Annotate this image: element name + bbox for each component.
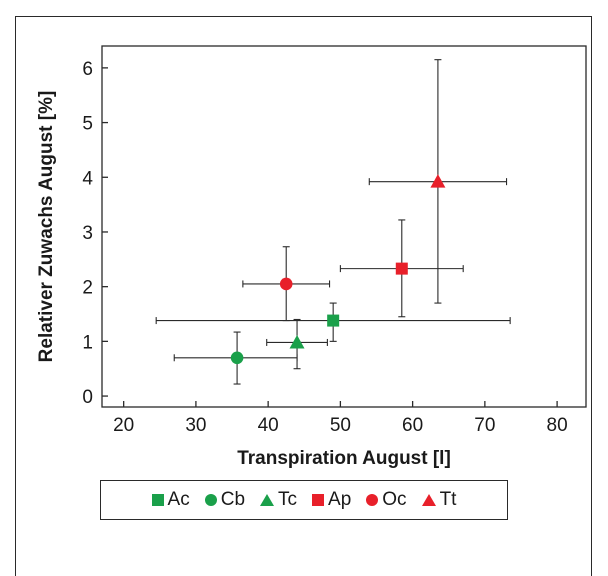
legend-square-marker [151,494,164,506]
legend-item-tc: Tc [260,489,297,511]
y-tick-label: 2 [82,278,93,299]
legend-square-marker [312,494,325,506]
y-tick-label: 3 [82,223,93,244]
x-tick-label: 40 [258,415,279,436]
y-tick-label: 0 [82,387,93,408]
data-point-cb [230,351,244,365]
x-tick-label: 20 [113,415,134,436]
y-tick-label: 1 [82,332,93,353]
legend-circle-marker [366,494,379,506]
legend-label: Tc [278,489,298,510]
x-tick-label: 70 [474,415,495,436]
y-tick-label: 6 [82,59,93,80]
legend-label: Cb [220,489,246,510]
x-tick-label: 80 [547,415,568,436]
x-tick-label: 50 [330,415,351,436]
data-point-tt [430,174,446,188]
legend-item-ap: Ap [312,489,351,511]
legend-label: Ac [167,489,190,510]
legend: Ac Cb Tc Ap Oc Tt [100,480,508,520]
y-axis-title: Relativer Zuwachs August [%] [36,91,57,363]
legend-item-tt: Tt [421,489,457,511]
y-tick-label: 4 [82,168,93,189]
x-axis-title: Transpiration August [l] [237,448,451,469]
data-point-ap [395,262,408,275]
plot-area [101,45,587,408]
data-point-ac [327,314,340,327]
legend-triangle-marker [260,494,275,506]
data-point-tc [289,334,305,349]
legend-triangle-marker [421,494,436,506]
legend-label: Ap [328,489,352,510]
x-tick-label: 60 [402,415,423,436]
y-tick-label: 5 [82,114,93,135]
legend-circle-marker [204,494,217,506]
legend-label: Tt [439,489,457,510]
legend-item-oc: Oc [366,489,407,511]
legend-item-ac: Ac [151,489,190,511]
figure-frame [15,16,592,576]
scatter-chart: 20 30 40 50 60 70 80 0 1 2 3 4 5 6 Transpiration Augus… [36,45,587,469]
x-tick-label: 30 [185,415,206,436]
legend-item-cb: Cb [204,489,246,511]
legend-label: Oc [382,489,407,510]
data-point-oc [279,277,293,291]
